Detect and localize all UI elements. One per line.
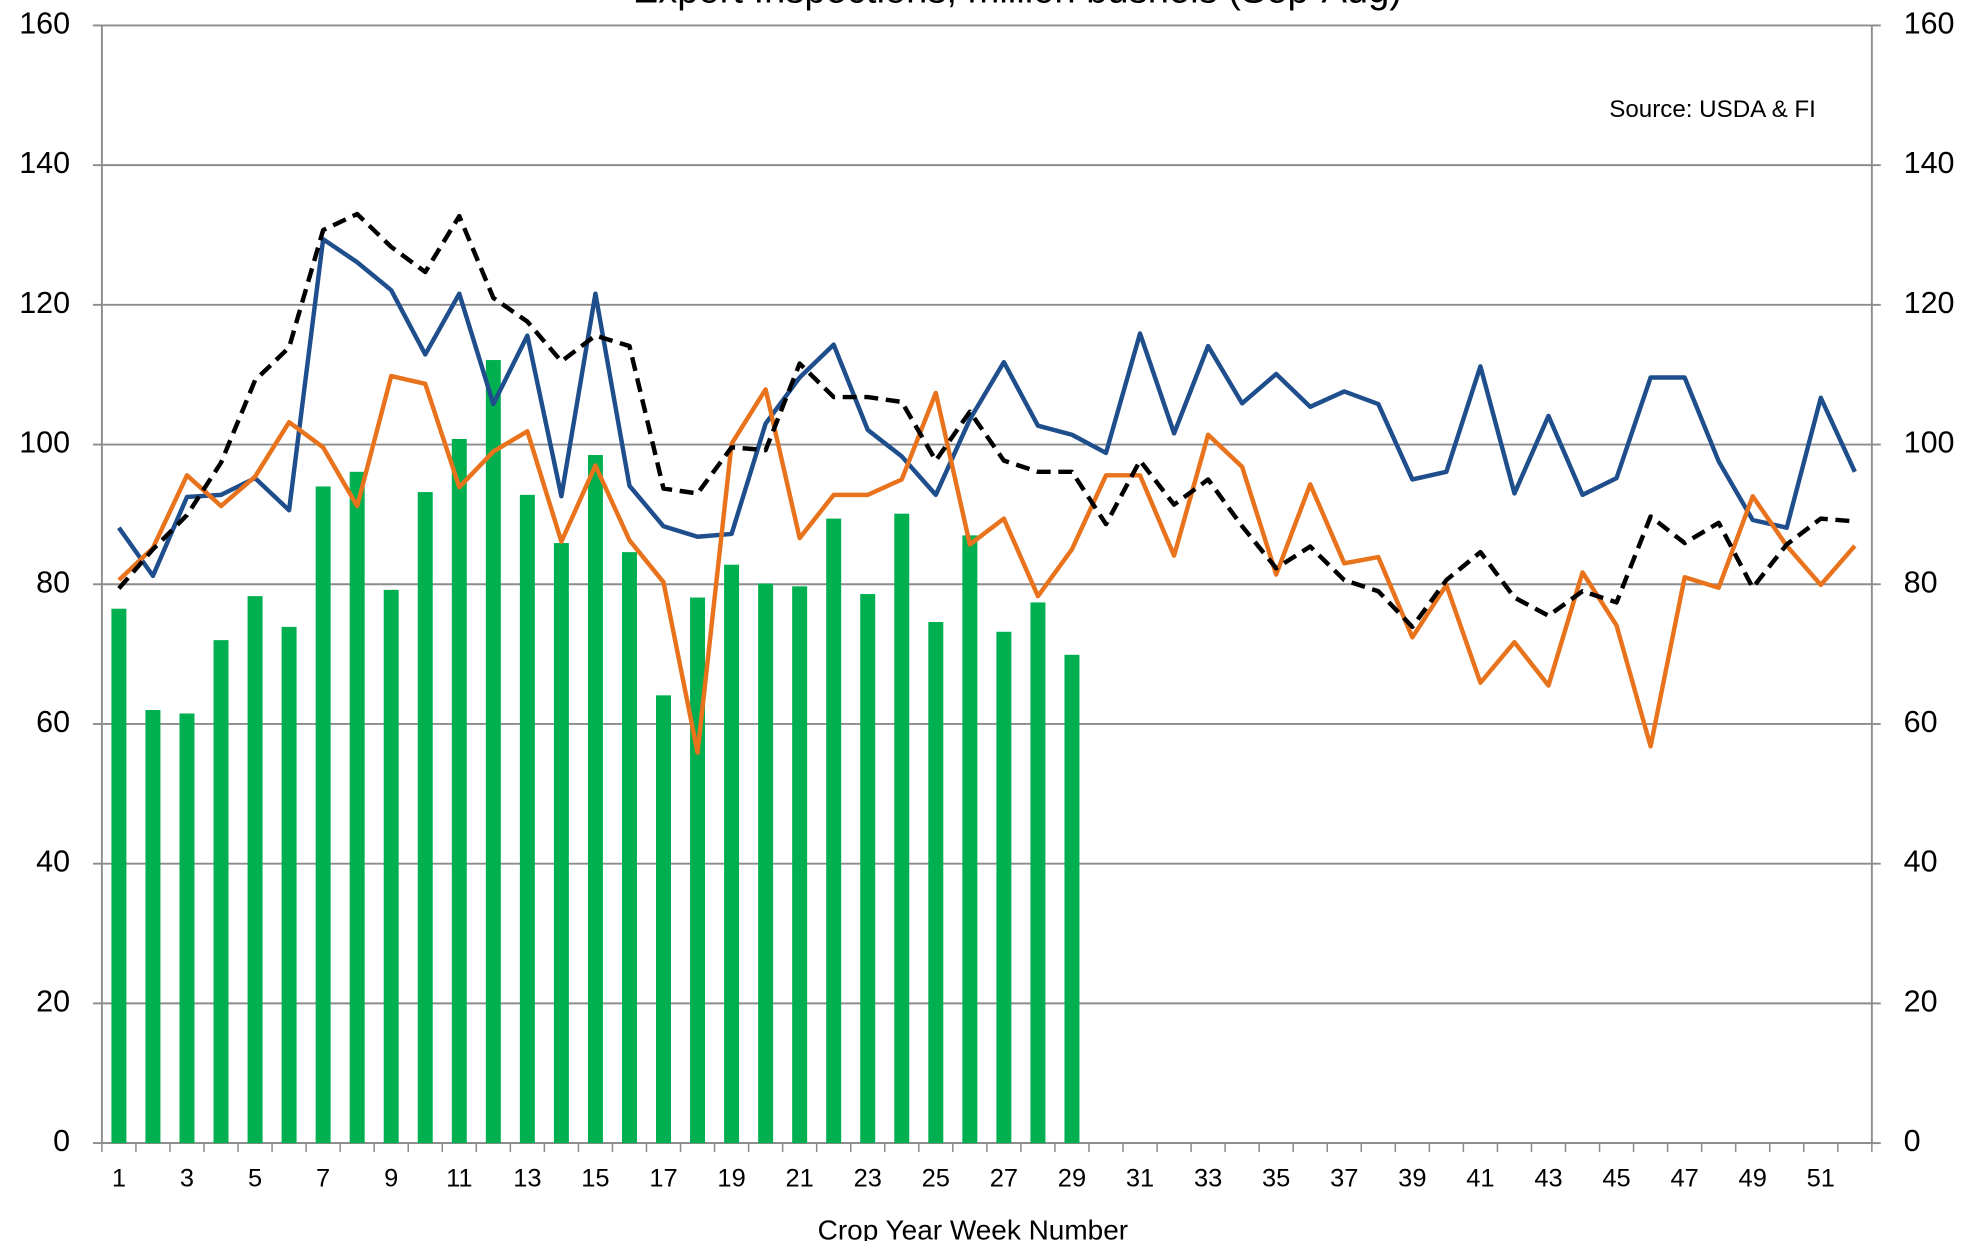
bar <box>213 640 229 1144</box>
line-series <box>117 236 1857 579</box>
y-tick-label: 160 <box>19 6 70 40</box>
x-tick-label: 29 <box>1058 1165 1086 1193</box>
y2-tick-label: 0 <box>1904 1124 1921 1158</box>
bar <box>281 626 297 1144</box>
bar <box>1030 602 1046 1144</box>
bar <box>826 518 842 1144</box>
x-tick-label: 21 <box>786 1165 814 1193</box>
x-tick-label: 3 <box>180 1165 194 1193</box>
bar <box>928 621 944 1144</box>
bar <box>792 586 808 1144</box>
y-tick-label: 80 <box>36 565 70 599</box>
x-tick-label: 27 <box>990 1165 1018 1193</box>
x-tick-label: 23 <box>854 1165 882 1193</box>
x-tick-label: 11 <box>446 1165 472 1193</box>
y-tick-label: 140 <box>19 146 70 180</box>
x-tick-label: 43 <box>1534 1165 1562 1193</box>
x-tick-label: 45 <box>1602 1165 1630 1193</box>
x-tick-label: 15 <box>581 1165 609 1193</box>
bar <box>860 594 876 1144</box>
y-tick-label: 20 <box>36 984 70 1018</box>
bar <box>894 513 910 1144</box>
bar <box>417 492 433 1144</box>
x-tick-label: 35 <box>1262 1165 1290 1193</box>
x-tick-label: 19 <box>717 1165 745 1193</box>
bar <box>758 583 774 1144</box>
y-tick-label: 60 <box>36 705 70 739</box>
bar <box>587 455 603 1144</box>
x-tick-label: 49 <box>1739 1165 1767 1193</box>
x-axis-title: Crop Year Week Number <box>818 1214 1128 1241</box>
bar <box>724 564 740 1144</box>
y-tick-label: 120 <box>19 286 70 320</box>
y2-tick-label: 100 <box>1904 426 1955 460</box>
x-tick-label: 25 <box>922 1165 950 1193</box>
bar <box>349 471 365 1144</box>
bar <box>247 596 263 1144</box>
x-tick-label: 47 <box>1670 1165 1698 1193</box>
y2-tick-label: 40 <box>1904 845 1938 879</box>
bar <box>553 543 569 1144</box>
line-series <box>117 373 1857 755</box>
y2-tick-label: 60 <box>1904 705 1938 739</box>
bar <box>656 695 671 1144</box>
x-tick-label: 9 <box>384 1165 398 1193</box>
bar <box>485 360 501 1144</box>
chart-title: Export Inspections, million bushels (Sep… <box>633 0 1402 12</box>
y2-tick-label: 20 <box>1904 984 1938 1018</box>
x-tick-label: 5 <box>248 1165 262 1193</box>
bar <box>179 713 195 1144</box>
y-tick-label: 40 <box>36 845 70 879</box>
y2-tick-label: 120 <box>1904 286 1955 320</box>
x-tick-label: 1 <box>112 1165 126 1193</box>
bar <box>1064 654 1080 1144</box>
y2-tick-label: 80 <box>1904 565 1938 599</box>
source-note: Source: USDA & FI <box>1609 96 1816 123</box>
y2-tick-label: 140 <box>1904 146 1955 180</box>
bar <box>451 438 467 1144</box>
bar <box>111 608 127 1144</box>
bar <box>962 535 978 1144</box>
bar <box>145 709 161 1144</box>
x-tick-label: 7 <box>316 1165 330 1193</box>
bar <box>690 597 706 1144</box>
bar <box>519 494 535 1144</box>
x-tick-label: 17 <box>649 1165 677 1193</box>
x-tick-label: 51 <box>1807 1165 1835 1193</box>
line-series <box>117 211 1856 630</box>
bar <box>996 631 1012 1144</box>
x-tick-label: 37 <box>1330 1165 1358 1193</box>
bar <box>383 589 399 1144</box>
bar <box>315 486 331 1144</box>
x-tick-label: 33 <box>1194 1165 1222 1193</box>
y-tick-label: 0 <box>53 1124 70 1158</box>
x-tick-label: 41 <box>1466 1165 1494 1193</box>
x-tick-label: 13 <box>513 1165 541 1193</box>
y2-tick-label: 160 <box>1904 6 1955 40</box>
x-tick-label: 39 <box>1398 1165 1426 1193</box>
bar <box>621 552 637 1144</box>
y-tick-label: 100 <box>19 426 70 460</box>
x-tick-label: 31 <box>1126 1165 1154 1193</box>
